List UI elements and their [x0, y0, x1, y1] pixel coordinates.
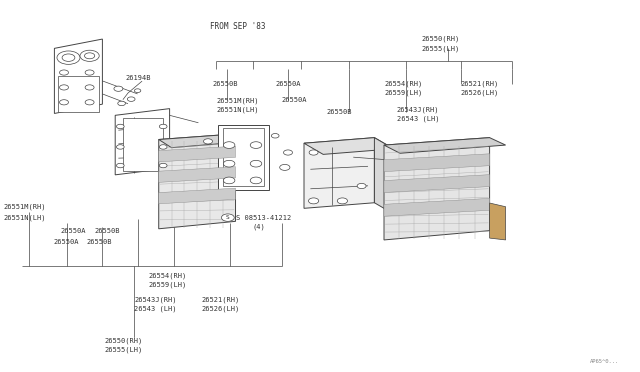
Polygon shape [384, 138, 506, 153]
Text: 26551N(LH): 26551N(LH) [3, 214, 45, 221]
Text: 26550B: 26550B [86, 239, 112, 245]
Circle shape [62, 54, 75, 61]
Polygon shape [384, 154, 490, 171]
Circle shape [223, 177, 235, 184]
Polygon shape [490, 203, 506, 240]
Circle shape [114, 86, 123, 92]
Polygon shape [159, 188, 236, 204]
Circle shape [159, 163, 167, 168]
Circle shape [85, 85, 94, 90]
Polygon shape [374, 138, 394, 214]
Text: 26554(RH): 26554(RH) [148, 272, 187, 279]
Polygon shape [384, 138, 490, 240]
Circle shape [284, 150, 292, 155]
Polygon shape [159, 134, 236, 229]
Text: 26555(LH): 26555(LH) [421, 46, 460, 52]
Polygon shape [304, 138, 394, 154]
Text: 26550B: 26550B [212, 81, 238, 87]
Polygon shape [54, 39, 102, 113]
Circle shape [250, 160, 262, 167]
Circle shape [250, 177, 262, 184]
Circle shape [271, 134, 279, 138]
Circle shape [221, 214, 234, 221]
Polygon shape [384, 198, 490, 216]
Circle shape [84, 53, 95, 59]
Text: 26543 (LH): 26543 (LH) [134, 305, 177, 312]
Text: 26550B: 26550B [326, 109, 352, 115]
Circle shape [223, 160, 235, 167]
Circle shape [357, 183, 366, 189]
Polygon shape [159, 134, 248, 148]
Bar [58, 76, 99, 112]
Circle shape [85, 70, 94, 75]
Circle shape [116, 124, 124, 129]
Polygon shape [159, 146, 236, 162]
Text: 26194B: 26194B [406, 161, 432, 167]
Polygon shape [384, 175, 490, 193]
Circle shape [60, 100, 68, 105]
Text: 26550B: 26550B [95, 228, 120, 234]
Text: (4): (4) [253, 224, 266, 230]
Text: S: S [225, 215, 229, 220]
Text: 26194B: 26194B [125, 75, 151, 81]
Text: 26543J(RH): 26543J(RH) [134, 296, 177, 303]
Circle shape [308, 198, 319, 204]
Polygon shape [159, 167, 236, 182]
Text: 26550A: 26550A [61, 228, 86, 234]
Text: 26559(LH): 26559(LH) [148, 281, 187, 288]
Circle shape [127, 97, 135, 102]
Circle shape [223, 142, 235, 148]
Circle shape [250, 142, 262, 148]
Text: 26526(LH): 26526(LH) [202, 305, 240, 312]
Text: 26555(LH): 26555(LH) [104, 346, 143, 353]
Circle shape [116, 145, 124, 149]
Circle shape [309, 150, 318, 155]
Text: 26551M(RH): 26551M(RH) [3, 203, 45, 210]
Circle shape [159, 145, 167, 149]
Circle shape [134, 89, 141, 93]
Text: S 08513-41212: S 08513-41212 [236, 215, 291, 221]
Circle shape [280, 164, 290, 170]
Text: 26550(RH): 26550(RH) [421, 36, 460, 42]
Text: AP65^0...: AP65^0... [590, 359, 620, 364]
Circle shape [116, 163, 124, 168]
Text: 26550(RH): 26550(RH) [104, 337, 143, 344]
Circle shape [60, 70, 68, 75]
Circle shape [337, 198, 348, 204]
Text: 26543 (LH): 26543 (LH) [397, 116, 439, 122]
Bar [123, 118, 163, 171]
Text: FROM SEP '83: FROM SEP '83 [210, 22, 266, 31]
Text: 26554(RH): 26554(RH) [384, 80, 422, 87]
Circle shape [204, 139, 212, 144]
Text: 26521(RH): 26521(RH) [461, 80, 499, 87]
Text: 26559(LH): 26559(LH) [384, 90, 422, 96]
Polygon shape [304, 138, 374, 208]
Text: 26521(RH): 26521(RH) [202, 296, 240, 303]
Text: 26526(LH): 26526(LH) [461, 90, 499, 96]
Circle shape [85, 100, 94, 105]
Circle shape [80, 50, 99, 61]
Circle shape [60, 85, 68, 90]
Circle shape [118, 101, 125, 106]
Polygon shape [115, 109, 170, 175]
Text: 26551N(LH): 26551N(LH) [216, 106, 259, 113]
Circle shape [57, 51, 80, 64]
Text: 26551M(RH): 26551M(RH) [216, 97, 259, 104]
Text: 26550A: 26550A [275, 81, 301, 87]
Circle shape [159, 124, 167, 129]
Text: 26550A: 26550A [282, 97, 307, 103]
Text: 26550A: 26550A [53, 239, 79, 245]
Bar [223, 128, 264, 186]
Text: 26543J(RH): 26543J(RH) [397, 106, 439, 113]
Bar [218, 125, 269, 190]
